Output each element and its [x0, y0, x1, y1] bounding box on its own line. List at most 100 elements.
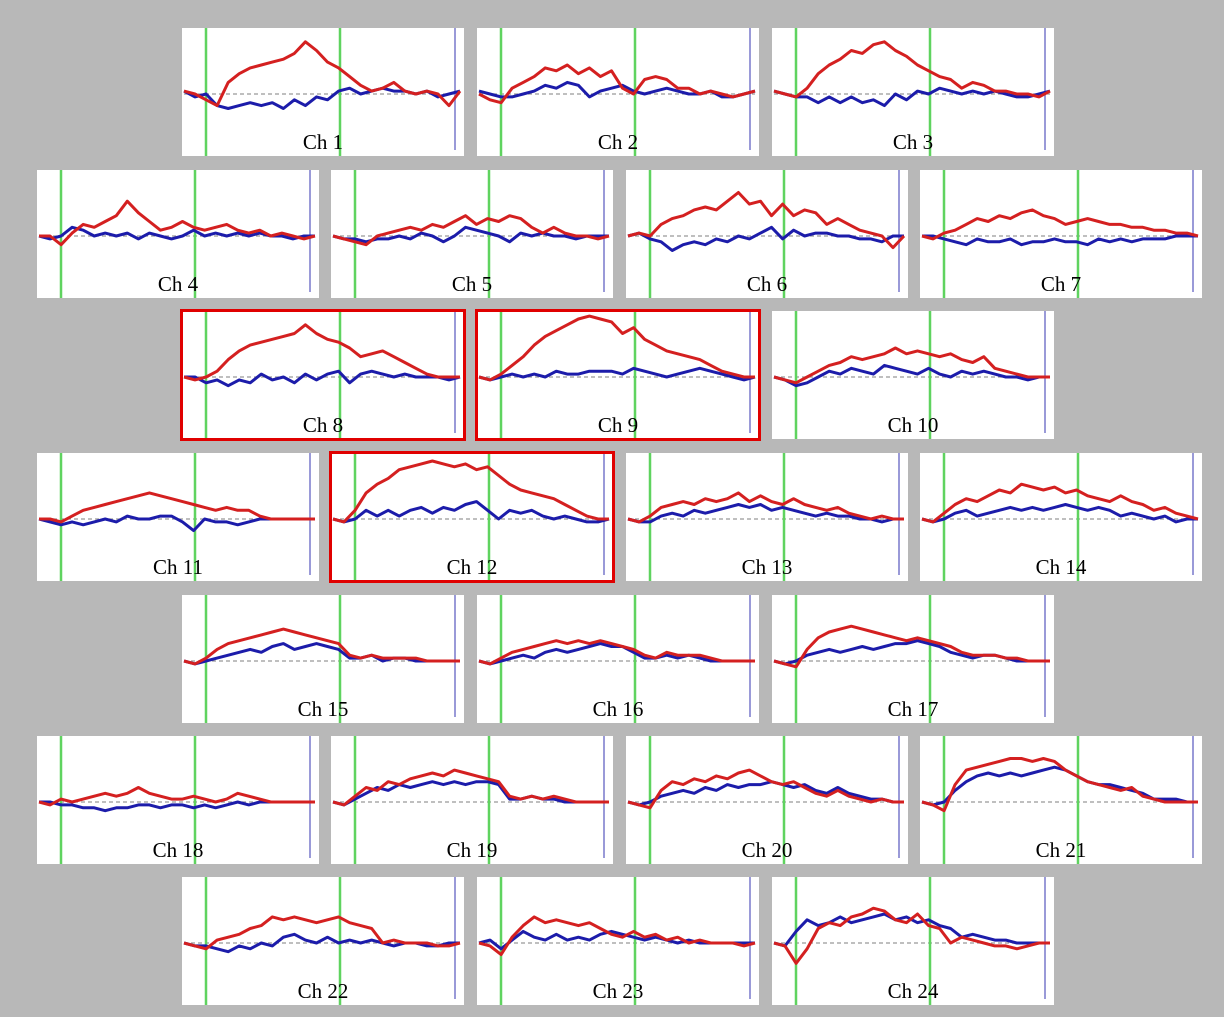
channel-plot — [478, 877, 756, 1005]
channel-label: Ch 5 — [451, 272, 493, 296]
channel-panel: Ch 21 — [920, 736, 1202, 864]
channel-label: Ch 16 — [592, 697, 644, 721]
channel-panel: Ch 16 — [477, 595, 759, 723]
channel-plot — [183, 877, 461, 1005]
red-series-line — [332, 459, 609, 524]
channel-label: Ch 8 — [302, 413, 344, 437]
channel-label: Ch 3 — [892, 130, 934, 154]
red-series-line — [332, 768, 609, 807]
red-series-line — [183, 323, 460, 382]
channel-label: Ch 17 — [887, 697, 939, 721]
channel-label: Ch 9 — [597, 413, 639, 437]
channel-label: Ch 22 — [297, 979, 349, 1003]
blue-series-line — [478, 366, 756, 382]
red-series-line — [921, 208, 1199, 241]
blue-series-line — [922, 234, 1198, 247]
channel-label: Ch 13 — [741, 555, 793, 579]
channel-plot — [773, 877, 1050, 1005]
channel-plot — [183, 311, 461, 439]
channel-plot — [478, 311, 756, 439]
red-series-line — [773, 906, 1050, 965]
blue-series-line — [478, 642, 755, 666]
channel-label: Ch 21 — [1035, 838, 1087, 862]
channel-panel: Ch 14 — [920, 453, 1202, 581]
channel-plot — [183, 595, 460, 723]
red-series-line — [183, 627, 460, 666]
channel-panel: Ch 2 — [477, 28, 759, 156]
channel-plot — [38, 170, 316, 298]
red-series-line — [627, 491, 904, 524]
blue-series-line — [921, 503, 1198, 524]
channel-label: Ch 15 — [297, 697, 349, 721]
channel-plot — [921, 736, 1198, 864]
channel-plot — [921, 453, 1199, 581]
channel-plot — [627, 736, 904, 864]
red-series-line — [773, 624, 1050, 669]
blue-series-line — [332, 225, 609, 244]
channel-label: Ch 14 — [1035, 555, 1087, 579]
red-series-line — [39, 199, 316, 247]
red-series-line — [773, 346, 1050, 385]
channel-label: Ch 19 — [446, 838, 498, 862]
channel-plot — [627, 170, 906, 298]
channel-plot — [38, 736, 315, 864]
blue-series-line — [332, 500, 610, 524]
channel-plot — [773, 311, 1050, 439]
channel-label: Ch 20 — [741, 838, 793, 862]
red-series-line — [478, 63, 756, 105]
channel-panel: Ch 22 — [182, 877, 464, 1005]
channel-panel: Ch 10 — [772, 311, 1054, 439]
channel-panel: Ch 8 — [182, 311, 464, 439]
channel-panel: Ch 1 — [182, 28, 464, 156]
red-series-line — [183, 915, 461, 951]
red-series-line — [478, 639, 755, 666]
red-series-line — [183, 40, 462, 108]
red-series-line — [39, 491, 315, 524]
red-series-line — [921, 757, 1198, 813]
channel-label: Ch 1 — [302, 130, 344, 154]
channel-panel: Ch 5 — [331, 170, 613, 298]
blue-series-line — [478, 929, 755, 951]
blue-series-line — [184, 369, 461, 388]
channel-panel: Ch 6 — [626, 170, 908, 298]
channel-plot — [773, 28, 1051, 156]
channel-panel: Ch 11 — [37, 453, 319, 581]
channel-plot — [332, 453, 610, 581]
blue-series-line — [627, 225, 904, 252]
channel-label: Ch 7 — [1040, 272, 1082, 296]
red-series-line — [38, 786, 315, 807]
red-series-line — [332, 214, 610, 247]
channel-panel: Ch 9 — [477, 311, 759, 439]
blue-series-line — [773, 86, 1051, 108]
blue-series-line — [627, 503, 904, 524]
channel-panel: Ch 3 — [772, 28, 1054, 156]
channel-panel: Ch 18 — [37, 736, 319, 864]
channel-panel: Ch 23 — [477, 877, 759, 1005]
channel-plot — [332, 736, 609, 864]
channel-panel: Ch 24 — [772, 877, 1054, 1005]
channel-panel: Ch 20 — [626, 736, 908, 864]
channel-label: Ch 4 — [157, 272, 199, 296]
channel-label: Ch 24 — [887, 979, 939, 1003]
channel-panel: Ch 19 — [331, 736, 613, 864]
channel-panel: Ch 4 — [37, 170, 319, 298]
channel-panel: Ch 15 — [182, 595, 464, 723]
channel-label: Ch 10 — [887, 413, 939, 437]
channel-label: Ch 23 — [592, 979, 644, 1003]
blue-series-line — [38, 225, 315, 241]
channel-plot — [332, 170, 610, 298]
channel-plot — [627, 453, 904, 581]
channel-panel: Ch 7 — [920, 170, 1202, 298]
blue-series-line — [773, 363, 1050, 388]
red-series-line — [627, 768, 904, 810]
channel-label: Ch 11 — [153, 555, 203, 579]
red-series-line — [921, 482, 1199, 524]
channel-plot — [38, 453, 315, 581]
channel-label: Ch 12 — [446, 555, 498, 579]
channel-label: Ch 18 — [152, 838, 204, 862]
channel-panel: Ch 13 — [626, 453, 908, 581]
red-series-line — [478, 314, 755, 382]
blue-series-line — [332, 780, 609, 807]
channel-plot — [478, 28, 756, 156]
